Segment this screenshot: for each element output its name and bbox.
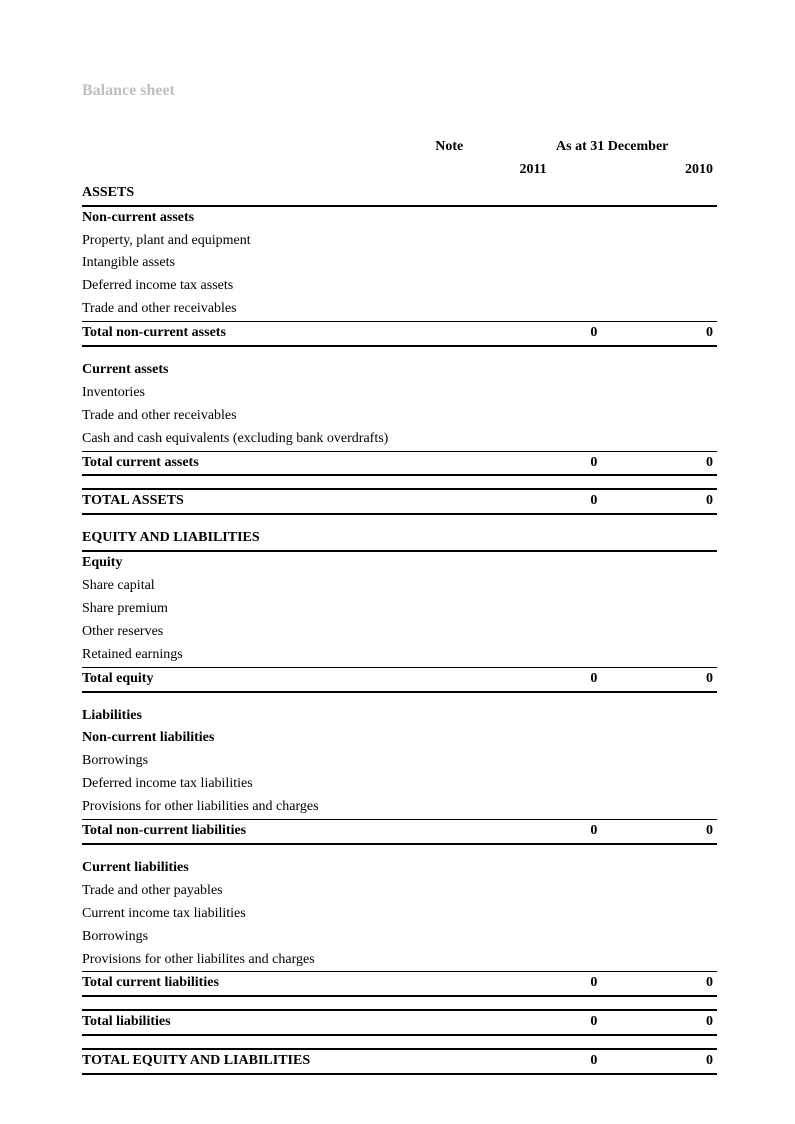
line-item: Deferred income tax assets xyxy=(82,275,717,298)
line-item: Retained earnings xyxy=(82,644,717,667)
total-assets: TOTAL ASSETS 0 0 xyxy=(82,489,717,514)
line-item: Trade and other receivables xyxy=(82,298,717,321)
line-item: Share capital xyxy=(82,575,717,598)
page-title: Balance sheet xyxy=(82,82,717,100)
line-item: Provisions for other liabilities and cha… xyxy=(82,796,717,819)
line-item: Property, plant and equipment xyxy=(82,230,717,253)
subheading-non-current-assets: Non-current assets xyxy=(82,206,717,230)
subheading-current-assets: Current assets xyxy=(82,359,717,382)
section-heading-assets: ASSETS xyxy=(82,182,717,206)
section-heading-equity-liabilities: EQUITY AND LIABILITIES xyxy=(82,527,717,551)
balance-sheet-table: Note As at 31 December 2011 2010 ASSETS … xyxy=(82,136,717,1075)
line-item: Trade and other receivables xyxy=(82,405,717,428)
total-current-assets: Total current assets 0 0 xyxy=(82,451,717,475)
total-non-current-assets: Total non-current assets 0 0 xyxy=(82,322,717,346)
subheading-non-current-liabilities: Non-current liabilities xyxy=(82,727,717,750)
line-item: Other reserves xyxy=(82,621,717,644)
total-equity-and-liabilities: TOTAL EQUITY AND LIABILITIES 0 0 xyxy=(82,1049,717,1074)
line-item: Inventories xyxy=(82,382,717,405)
line-item: Borrowings xyxy=(82,750,717,773)
line-item: Current income tax liabilities xyxy=(82,903,717,926)
total-liabilities: Total liabilities 0 0 xyxy=(82,1010,717,1035)
total-equity: Total equity 0 0 xyxy=(82,667,717,691)
table-header-row: Note As at 31 December xyxy=(82,136,717,159)
header-note: Note xyxy=(431,136,507,159)
subheading-equity: Equity xyxy=(82,551,717,575)
line-item: Cash and cash equivalents (excluding ban… xyxy=(82,428,717,451)
subheading-liabilities: Liabilities xyxy=(82,705,717,728)
line-item: Borrowings xyxy=(82,926,717,949)
line-item: Intangible assets xyxy=(82,252,717,275)
table-year-row: 2011 2010 xyxy=(82,159,717,182)
header-asat: As at 31 December xyxy=(507,136,717,159)
line-item: Deferred income tax liabilities xyxy=(82,773,717,796)
total-current-liabilities: Total current liabilities 0 0 xyxy=(82,972,717,996)
line-item: Share premium xyxy=(82,598,717,621)
line-item: Provisions for other liabilites and char… xyxy=(82,949,717,972)
subheading-current-liabilities: Current liabilities xyxy=(82,857,717,880)
line-item: Trade and other payables xyxy=(82,880,717,903)
header-year1: 2011 xyxy=(507,159,615,182)
header-year2: 2010 xyxy=(615,159,717,182)
total-non-current-liabilities: Total non-current liabilities 0 0 xyxy=(82,820,717,844)
